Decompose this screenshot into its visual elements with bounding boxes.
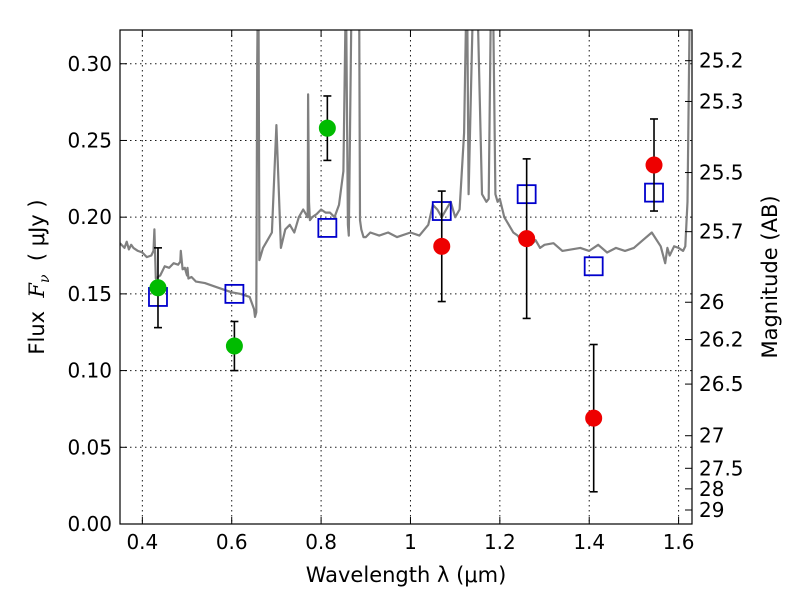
mag-tick-label: 29 <box>699 498 724 522</box>
mag-tick-label: 27.5 <box>699 456 744 480</box>
y-tick-label: 0.20 <box>67 205 112 229</box>
plot-frame <box>119 29 693 525</box>
mag-tick-label: 26 <box>699 290 724 314</box>
observed-optical-point <box>225 337 243 355</box>
y-axis-label-symbol: F <box>25 282 49 299</box>
mag-tick-label: 28 <box>699 477 724 501</box>
mag-tick-label: 27 <box>699 424 724 448</box>
model-photometry-square <box>583 256 604 277</box>
model-photometry-square <box>224 283 245 304</box>
model-spectrum-line <box>120 30 691 318</box>
grid-lines <box>120 30 692 525</box>
observed-nir-point <box>645 156 663 174</box>
model-photometry-series <box>148 182 664 307</box>
y-tick-label: 0.05 <box>67 435 112 459</box>
mag-tick-label: 25.5 <box>699 161 744 185</box>
mag-tick-label: 26.5 <box>699 372 744 396</box>
observed-photometry-series <box>149 95 663 493</box>
y-axis-label-unit: ( μJy ) <box>25 199 49 274</box>
model-photometry-square <box>317 218 338 238</box>
x-tick-label: 1.6 <box>663 530 695 554</box>
y-axis-label-subscript: ν <box>37 274 53 283</box>
y-tick-label: 0.00 <box>67 512 112 536</box>
model-spectrum <box>120 30 691 318</box>
observed-nir-point <box>585 409 603 427</box>
axis-ticks: 0.4 0.6 0.8 1 1.2 1.4 1.6 0.00 0.05 0.10 0.15 0.20 0… <box>67 30 744 554</box>
x-axis-label: Wavelength λ (μm) <box>306 563 507 587</box>
y-tick-label: 0.25 <box>67 128 112 152</box>
x-tick-label: 0.8 <box>305 530 337 554</box>
observed-optical-point <box>318 119 336 137</box>
y-axis-label-main: Flux <box>25 298 49 355</box>
mag-tick-label: 25.3 <box>699 89 744 113</box>
x-tick-label: 1 <box>404 530 417 554</box>
observed-optical-point <box>149 279 167 297</box>
observed-nir-point <box>433 237 451 255</box>
x-tick-label: 0.6 <box>216 530 248 554</box>
x-tick-label: 1.4 <box>573 530 605 554</box>
y-tick-label: 0.15 <box>67 282 112 306</box>
y-axis-label: Flux Fν ( μJy ) <box>25 199 53 354</box>
y-tick-label: 0.10 <box>67 359 112 383</box>
right-axis-label: Magnitude (AB) <box>758 195 782 358</box>
mag-tick-label: 26.2 <box>699 328 744 352</box>
x-tick-label: 1.2 <box>484 530 516 554</box>
x-tick-label: 0.4 <box>126 530 158 554</box>
mag-tick-label: 25.2 <box>699 49 744 73</box>
y-tick-label: 0.30 <box>67 52 112 76</box>
mag-tick-label: 25.7 <box>699 220 744 244</box>
observed-nir-point <box>518 230 536 248</box>
